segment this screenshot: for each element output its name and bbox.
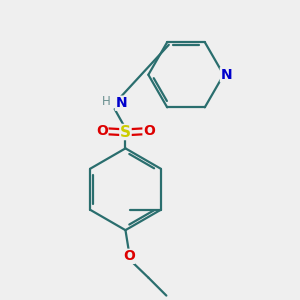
Text: O: O [123,249,135,263]
Text: H: H [101,95,110,108]
Text: S: S [120,124,131,140]
Text: O: O [96,124,108,138]
Text: N: N [220,68,232,82]
Text: N: N [116,96,127,110]
Text: O: O [143,124,155,138]
